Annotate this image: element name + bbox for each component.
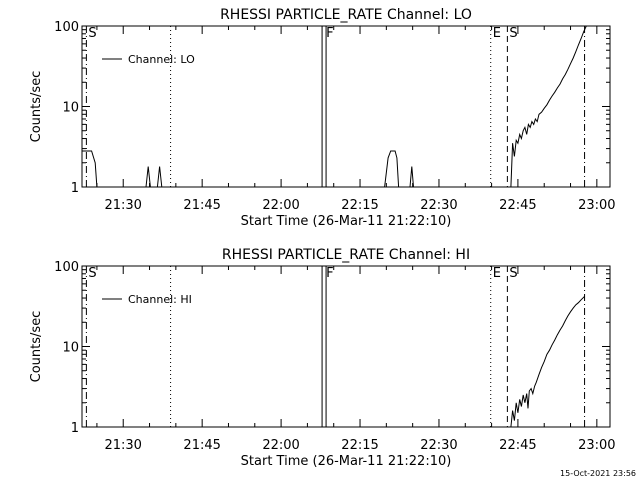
y-tick-label: 100	[54, 260, 79, 275]
x-axis-label: Start Time (26-Mar-11 21:22:10)	[241, 454, 452, 469]
y-axis-label: Counts/sec	[29, 71, 44, 143]
y-axis-label: Counts/sec	[29, 311, 44, 383]
y-tick-label: 100	[54, 20, 79, 35]
chart-title: RHESSI PARTICLE_RATE Channel: LO	[220, 7, 472, 23]
marker-label: S	[88, 266, 96, 281]
x-tick-label: 23:00	[578, 438, 615, 453]
legend: Channel: LO	[102, 53, 195, 66]
legend-entry: Channel: LO	[128, 53, 195, 66]
x-tick-label: 23:00	[578, 198, 615, 213]
series-line	[510, 295, 585, 428]
marker-label: F	[326, 26, 333, 41]
x-axis-label: Start Time (26-Mar-11 21:22:10)	[241, 214, 452, 229]
x-tick-label: 22:00	[262, 198, 299, 213]
plot-frame	[81, 25, 611, 188]
marker-label: S	[509, 266, 517, 281]
y-axis: 1 10 100	[54, 20, 610, 196]
chart-title: RHESSI PARTICLE_RATE Channel: HI	[222, 247, 470, 263]
x-tick-label: 22:45	[499, 198, 536, 213]
x-tick-label: 21:30	[104, 438, 141, 453]
marker-label: E	[493, 266, 501, 281]
y-tick-label: 1	[71, 181, 79, 196]
marker-label: S	[509, 26, 517, 41]
y-tick-label: 10	[62, 101, 79, 116]
footer-date: 15-Oct-2021 23:56	[560, 469, 636, 478]
x-tick-label: 21:45	[183, 438, 220, 453]
x-tick-label: 22:15	[341, 198, 378, 213]
marker-label: E	[493, 26, 501, 41]
series-line	[82, 25, 587, 188]
x-tick-label: 21:30	[104, 198, 141, 213]
x-tick-label: 22:15	[341, 438, 378, 453]
y-axis: 1 10 100	[54, 260, 610, 436]
legend-entry: Channel: HI	[128, 293, 192, 306]
y-tick-label: 1	[71, 421, 79, 436]
marker-label: F	[326, 266, 333, 281]
x-tick-label: 22:45	[499, 438, 536, 453]
x-axis: 21:30 21:45 22:00 22:15 22:30 22:45 23:00	[96, 26, 616, 213]
plot-panel-hi: RHESSI PARTICLE_RATE Channel: HI 1 10 100 Co…	[29, 247, 616, 469]
marker-label: S	[88, 26, 96, 41]
x-tick-label: 21:45	[183, 198, 220, 213]
x-axis: 21:30 21:45 22:00 22:15 22:30 22:45 23:00	[96, 266, 616, 453]
plot-frame	[81, 265, 611, 428]
x-tick-label: 22:30	[420, 438, 457, 453]
x-tick-label: 22:00	[262, 438, 299, 453]
legend: Channel: HI	[102, 293, 192, 306]
plot-panel-lo: RHESSI PARTICLE_RATE Channel: LO 1 10 100 Co…	[29, 7, 616, 229]
x-tick-label: 22:30	[420, 198, 457, 213]
y-tick-label: 10	[62, 341, 79, 356]
